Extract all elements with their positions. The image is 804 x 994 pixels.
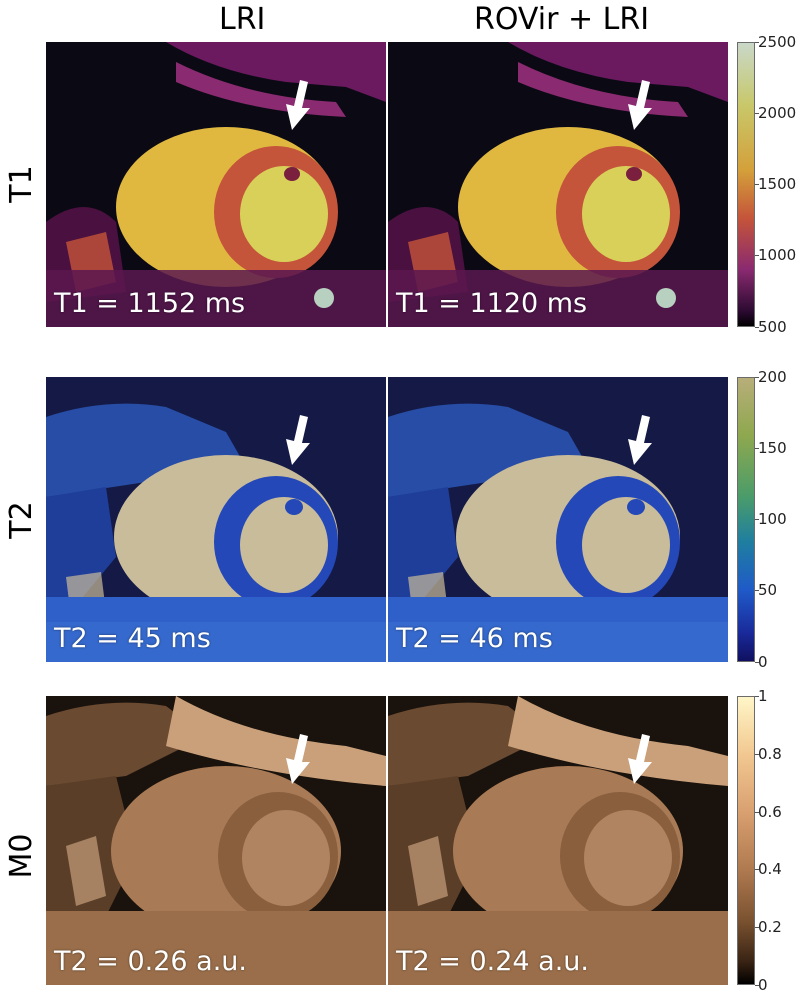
colorbar-tick: 1500 [754,175,797,193]
t1-colorbar-ticks: 2500 2000 1500 1000 500 [754,34,804,335]
row-label-t1: T1 [4,165,39,203]
down-left-arrow-icon [628,80,652,130]
t2-map-rovir-lri: T2 = 46 ms [388,377,728,662]
colorbar-tick: 150 [755,439,787,457]
colorbar-tick: 1000 [754,246,797,264]
t2-map-lri: T2 = 45 ms [46,377,386,662]
colorbar-tick: 2500 [754,33,797,51]
colorbar-tick: 50 [754,581,778,599]
m0-measurement-rovir-lri: T2 = 0.24 a.u. [396,946,589,977]
t1-measurement-rovir-lri: T1 = 1120 ms [396,288,588,319]
t1-map-lri: T1 = 1152 ms [46,42,386,327]
colorbar-tick: 0 [755,653,768,671]
m0-colorbar [737,696,755,985]
t2-map-image [46,377,386,662]
t2-measurement-lri: T2 = 45 ms [54,623,211,654]
down-left-arrow-icon [628,415,652,465]
colorbar-tick: 2000 [754,104,797,122]
colorbar-tick: 100 [755,510,787,528]
colorbar-tick: 0 [755,976,768,994]
column-title-lri: LRI [219,2,266,37]
t2-colorbar-ticks: 200 150 100 50 0 [754,369,804,670]
colorbar-tick: 0.8 [755,745,782,763]
colorbar-tick: 0.2 [755,918,782,936]
down-left-arrow-icon [286,415,310,465]
m0-map-lri: T2 = 0.26 a.u. [46,696,386,985]
m0-map-image [46,696,386,985]
row-label-m0: M0 [4,833,39,879]
row-label-t2: T2 [4,501,39,539]
down-left-arrow-icon [286,80,310,130]
t1-map-image [46,42,386,327]
m0-map-rovir-lri: T2 = 0.24 a.u. [388,696,728,985]
column-title-rovir-lri: ROVir + LRI [474,2,650,37]
colorbar-tick: 500 [755,318,787,336]
t2-measurement-rovir-lri: T2 = 46 ms [396,623,553,654]
t1-colorbar [737,42,755,327]
t2-map-image [388,377,728,662]
m0-colorbar-ticks: 1 0.8 0.6 0.4 0.2 0 [755,688,804,993]
colorbar-tick: 0.6 [755,803,782,821]
t1-map-rovir-lri: T1 = 1120 ms [388,42,728,327]
down-left-arrow-icon [628,734,652,784]
colorbar-tick: 0.4 [755,860,782,878]
down-left-arrow-icon [286,734,310,784]
t1-measurement-lri: T1 = 1152 ms [54,288,246,319]
colorbar-tick: 1 [755,687,768,705]
colorbar-tick: 200 [755,368,787,386]
t2-colorbar [737,377,755,662]
t1-map-image [388,42,728,327]
m0-measurement-lri: T2 = 0.26 a.u. [54,946,247,977]
m0-map-image [388,696,728,985]
